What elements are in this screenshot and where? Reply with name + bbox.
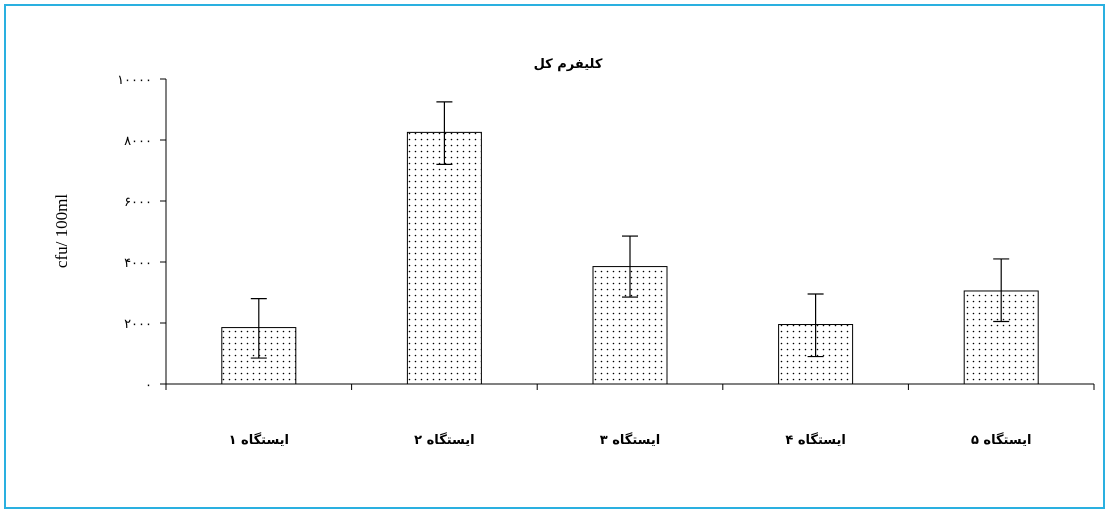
y-tick-label: ۶۰۰۰ [124,195,152,210]
labels-group: ایستگاه ۱ ایستگاه ۲ ایستگاه ۳ ایستگاه ۴ ایست… [229,432,1032,448]
y-axis-label: cfu/ 100ml [52,194,71,268]
y-tick-label: ۲۰۰۰ [124,317,152,332]
axes: ۰ ۲۰۰۰ ۴۰۰۰ ۶۰۰۰ ۸۰۰۰ ۱۰۰۰۰ [117,73,1095,393]
y-tick-label: ۰ [145,378,152,393]
y-tick-label: ۱۰۰۰۰ [117,73,152,88]
chart-frame [4,4,1105,509]
category-label: ایستگاه ۱ [229,432,289,448]
y-tick-label: ۴۰۰۰ [124,256,152,271]
category-label: ایستگاه ۳ [600,432,660,448]
bars-group [221,101,1039,385]
chart-title: کلیفرم کل [534,57,603,72]
category-label: ایستگاه ۲ [414,432,474,448]
category-label: ایستگاه ۵ [971,432,1031,448]
category-label: ایستگاه ۴ [785,432,845,448]
bar [406,131,482,385]
y-tick-label: ۸۰۰۰ [124,134,152,149]
